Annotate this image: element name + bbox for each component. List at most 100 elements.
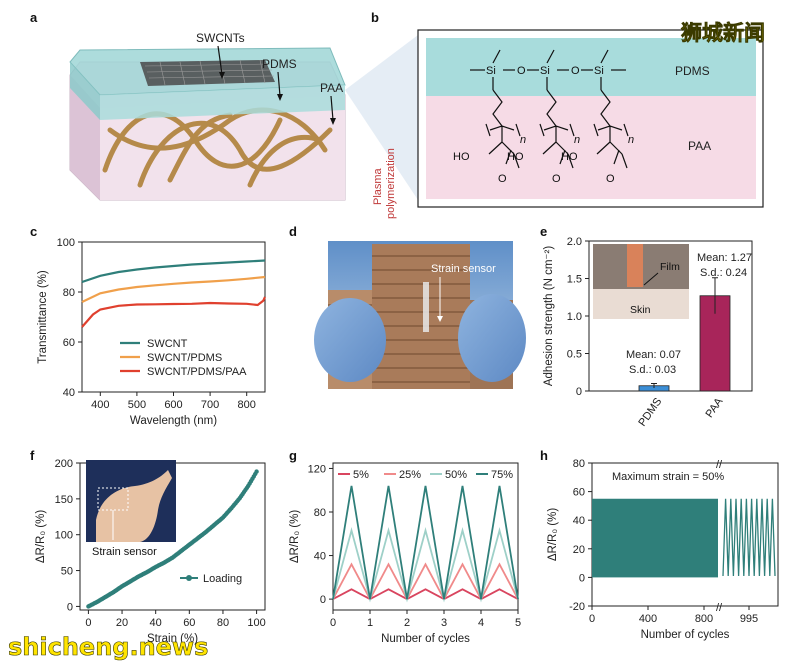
series-line-75pct (332, 485, 519, 600)
si-1: Si (486, 65, 496, 77)
o-carbonyl-3: O (606, 173, 615, 185)
annotation-paa-sd: S.d.: 0.24 (700, 267, 747, 279)
x-axis-title: Strain (%) (147, 633, 198, 645)
legend-label: 75% (491, 469, 513, 481)
panel-letter-b: b (371, 10, 379, 25)
y-tick-label: 40 (314, 551, 326, 563)
arrowhead-pdms (277, 94, 283, 101)
x-tick-label: 40 (150, 617, 162, 629)
x-tick-label: 0 (85, 617, 91, 629)
axis-break-bottom: // (716, 602, 723, 614)
panel-e-inset: Film Skin (593, 244, 689, 319)
y-tick-label: 0.5 (567, 349, 582, 361)
x-tick-label: 400 (639, 613, 657, 625)
y-tick-label: 0 (67, 601, 73, 613)
axis-break-top: // (716, 459, 723, 471)
series-line-5pct (332, 588, 519, 601)
arrow-swcnts (217, 45, 223, 75)
x-tick-label: 2 (404, 617, 410, 629)
y-tick-label: 60 (63, 337, 75, 349)
label-pdms-b: PDMS (675, 64, 710, 78)
y-tick-label: 40 (63, 387, 75, 399)
arrow-paa (330, 95, 334, 121)
arrowhead-paa (330, 118, 336, 125)
panel-letter-c: c (30, 224, 37, 239)
scatter-point (254, 469, 259, 474)
legend-label: 5% (353, 469, 369, 481)
plot-frame (332, 462, 519, 611)
y-tick-label: 40 (573, 515, 585, 527)
legend-label: SWCNT/PDMS/PAA (147, 366, 247, 378)
chart-g: 0 1 2 3 4 5 0 40 80 120 Number of cycles ΔR/R₀ (%) 5… (289, 462, 521, 645)
annotation-max-strain: Maximum strain = 50% (612, 471, 724, 483)
arrowhead-swcnts (219, 72, 225, 79)
pdms-layer-side (70, 62, 100, 120)
inset-e-arrow (643, 272, 659, 286)
panel-a-illustration: SWCNTs PDMS PAA (69, 31, 346, 201)
paa-fibers (102, 107, 333, 188)
x-tick-label: 700 (201, 399, 219, 411)
y-tick-label: -20 (569, 601, 585, 613)
legend-label: SWCNT/PDMS (147, 352, 222, 364)
x-tick-label: 995 (740, 613, 758, 625)
series-line-swcnt (81, 259, 266, 284)
ho-3: HO (561, 151, 578, 163)
x-tick-label: 4 (478, 617, 484, 629)
y-tick-label: 0 (576, 386, 582, 398)
inset-e-probe (627, 244, 643, 287)
y-tick-label: 2.0 (567, 236, 582, 248)
annotation-paa-mean: Mean: 1.27 (697, 252, 752, 264)
x-tick-label: 80 (217, 617, 229, 629)
legend-label: SWCNT (147, 338, 188, 350)
pdms-layer-front (100, 85, 345, 120)
series-line-swcnt-pdms-paa (81, 296, 266, 328)
y-axis-title: Adhesion strength (N cm⁻²) (543, 246, 555, 386)
y-tick-label: 100 (55, 530, 73, 542)
label-paa-a: PAA (320, 81, 343, 95)
x-tick-label: 60 (183, 617, 195, 629)
o-2: O (571, 65, 580, 77)
label-swcnts: SWCNTs (196, 31, 245, 45)
x-tick-label: 1 (367, 617, 373, 629)
ho-2: HO (507, 151, 524, 163)
series-line-swcnt-pdms (81, 275, 266, 303)
y-tick-label: 120 (308, 463, 326, 475)
y-tick-label: 1.0 (567, 311, 582, 323)
y-tick-label: 200 (55, 458, 73, 470)
paa-block-front (100, 95, 345, 200)
annotation-pdms-sd: S.d.: 0.03 (629, 364, 676, 376)
n-3: n (628, 134, 634, 146)
x-axis-title: Number of cycles (381, 633, 470, 645)
legend-label-loading: Loading (203, 573, 242, 585)
inset-f-hand (96, 470, 172, 542)
y-tick-label: 0 (320, 594, 326, 606)
y-tick-label: 80 (63, 287, 75, 299)
inset-f-label: Strain sensor (92, 546, 157, 558)
x-tick-label: 100 (247, 617, 265, 629)
x-axis-title: Number of cycles (641, 629, 730, 641)
y-tick-label: 20 (573, 544, 585, 556)
ho-1: HO (453, 151, 470, 163)
y-axis-title: ΔR/R₀ (%) (35, 510, 47, 564)
si-3: Si (594, 65, 604, 77)
x-tick-label: 0 (589, 613, 595, 625)
y-axis-title: Transmittance (%) (37, 270, 49, 364)
panel-letter-a: a (30, 10, 38, 25)
label-pdms-a: PDMS (262, 57, 297, 71)
y-tick-label: 60 (573, 487, 585, 499)
paa-chains (485, 89, 629, 169)
inset-f-sensor-box (97, 487, 129, 511)
siloxane-backbone (470, 49, 626, 90)
panel-f-inset: Strain sensor (86, 460, 176, 558)
n-2: n (574, 134, 580, 146)
x-tick-label: 0 (330, 617, 336, 629)
x-tick-label: 600 (164, 399, 182, 411)
panel-letter-g: g (289, 448, 297, 463)
pdms-region (426, 38, 756, 96)
watermark-bottom-left: shicheng.news (8, 633, 208, 661)
y-axis-title: ΔR/R₀ (%) (289, 510, 301, 564)
x-tick-label: 500 (128, 399, 146, 411)
panel-b-chemistry: PDMS PAA Si O Si O Si n n n (417, 29, 764, 208)
